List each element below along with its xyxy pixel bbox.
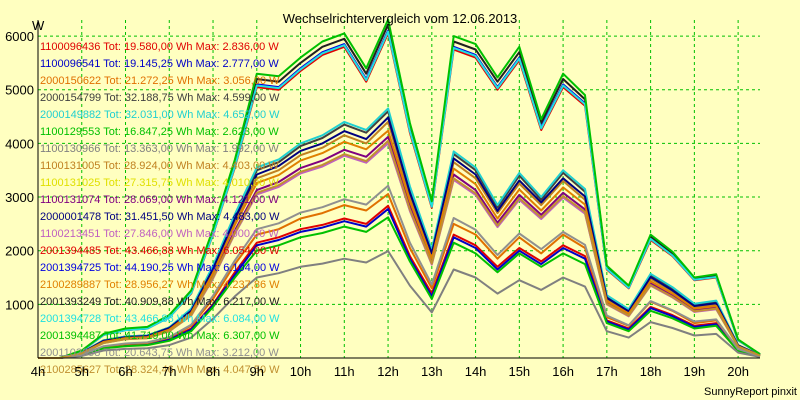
legend-entry: 1100130966 Tot: 13.363,00 Wh Max: 1.992,… bbox=[40, 143, 279, 155]
series-line-20 bbox=[38, 139, 761, 359]
legend-entry: 2000154799 Tot: 32.188,75 Wh Max: 4.599,… bbox=[40, 92, 280, 104]
legend: 1100096436 Tot: 19.580,00 Wh Max: 2.836,… bbox=[40, 41, 280, 376]
legend-entry: 2000150622 Tot: 21.272,25 Wh Max: 3.056,… bbox=[40, 75, 280, 87]
x-tick-label: 13h bbox=[421, 364, 443, 379]
x-tick-label: 12h bbox=[377, 364, 399, 379]
x-tick-label: 18h bbox=[640, 364, 662, 379]
x-tick-label: 11h bbox=[334, 364, 355, 379]
x-tick-label: 4h bbox=[31, 364, 45, 379]
y-tick-label: 4000 bbox=[5, 136, 34, 151]
series-line-11 bbox=[38, 116, 761, 359]
series-line-7 bbox=[38, 250, 761, 359]
series-line-19 bbox=[38, 184, 761, 359]
series-lines bbox=[38, 18, 761, 359]
legend-entry: 2001102358 Tot: 20.643,75 Wh Max: 3.212,… bbox=[40, 347, 279, 359]
legend-entry: 2001394487 Tot: 41.719,00 Wh Max: 6.307,… bbox=[40, 330, 280, 342]
y-tick-label: 6000 bbox=[5, 29, 34, 44]
series-line-6 bbox=[38, 216, 761, 359]
series-line-15 bbox=[38, 129, 761, 359]
x-tick-label: 14h bbox=[465, 364, 487, 379]
x-tick-label: 15h bbox=[508, 364, 530, 379]
legend-entry: 1100129553 Tot: 16.847,25 Wh Max: 2.623,… bbox=[40, 126, 279, 138]
chart-title: Wechselrichtervergleich vom 12.06.2013 bbox=[283, 11, 518, 26]
legend-entry: 2100285627 Tot: 28.324,46 Wh Max: 4.047,… bbox=[40, 364, 280, 376]
legend-entry: 2000149882 Tot: 32.031,00 Wh Max: 4.652,… bbox=[40, 109, 280, 121]
axes: 4h 5h 6h 7h 8h 9h 10h 11h 12h 13h 14h 15h 16h 17h 18h 1… bbox=[5, 20, 760, 379]
x-tick-label: 9h bbox=[250, 364, 264, 379]
x-tick-label: 8h bbox=[206, 364, 220, 379]
legend-entry: 1100213451 Tot: 27.846,00 Wh Max: 4.000,… bbox=[40, 228, 279, 240]
legend-entry: 1100131025 Tot: 27.315,75 Wh Max: 4.010,… bbox=[40, 177, 279, 189]
y-tick-label: 3000 bbox=[5, 190, 34, 205]
x-tick-label: 17h bbox=[596, 364, 618, 379]
legend-entry: 1100096436 Tot: 19.580,00 Wh Max: 2.836,… bbox=[40, 41, 279, 53]
x-tick-label: 19h bbox=[684, 364, 706, 379]
x-tick-label: 20h bbox=[727, 364, 749, 379]
x-tick-label: 5h bbox=[75, 364, 89, 379]
x-tick-label: 16h bbox=[552, 364, 574, 379]
legend-entry: 2001394728 Tot: 43.466,88 Wh Max: 6.084,… bbox=[40, 313, 280, 325]
legend-entry: 2001394725 Tot: 44.190,25 Wh Max: 6.104,… bbox=[40, 262, 280, 274]
legend-entry: 2100289887 Tot: 28.956,27 Wh Max: 4.237,… bbox=[40, 279, 280, 291]
footer-credit: SunnyReport pinxit bbox=[704, 386, 797, 398]
legend-entry: 2000001478 Tot: 31.451,50 Wh Max: 4.483,… bbox=[40, 211, 280, 223]
series-line-17 bbox=[38, 30, 761, 359]
x-tick-label: 6h bbox=[118, 364, 132, 379]
y-tick-label: 5000 bbox=[5, 83, 34, 98]
legend-entry: 2001393249 Tot: 40.909,88 Wh Max: 6.217,… bbox=[40, 296, 280, 308]
legend-entry: 1100131005 Tot: 28.924,00 Wh Max: 4.403,… bbox=[40, 160, 279, 172]
legend-entry: 1100131074 Tot: 28.069,00 Wh Max: 4.121,… bbox=[40, 194, 279, 206]
legend-entry: 2001394485 Tot: 43.466,88 Wh Max: 6.054,… bbox=[40, 245, 280, 257]
y-tick-label: 1000 bbox=[5, 297, 34, 312]
y-axis-label: W bbox=[32, 18, 45, 33]
x-tick-label: 10h bbox=[290, 364, 312, 379]
y-tick-label: 2000 bbox=[5, 244, 34, 259]
series-line-18 bbox=[38, 18, 761, 359]
x-tick-label: 7h bbox=[162, 364, 176, 379]
legend-entry: 1100096541 Tot: 19.145,25 Wh Max: 2.777,… bbox=[40, 58, 279, 70]
